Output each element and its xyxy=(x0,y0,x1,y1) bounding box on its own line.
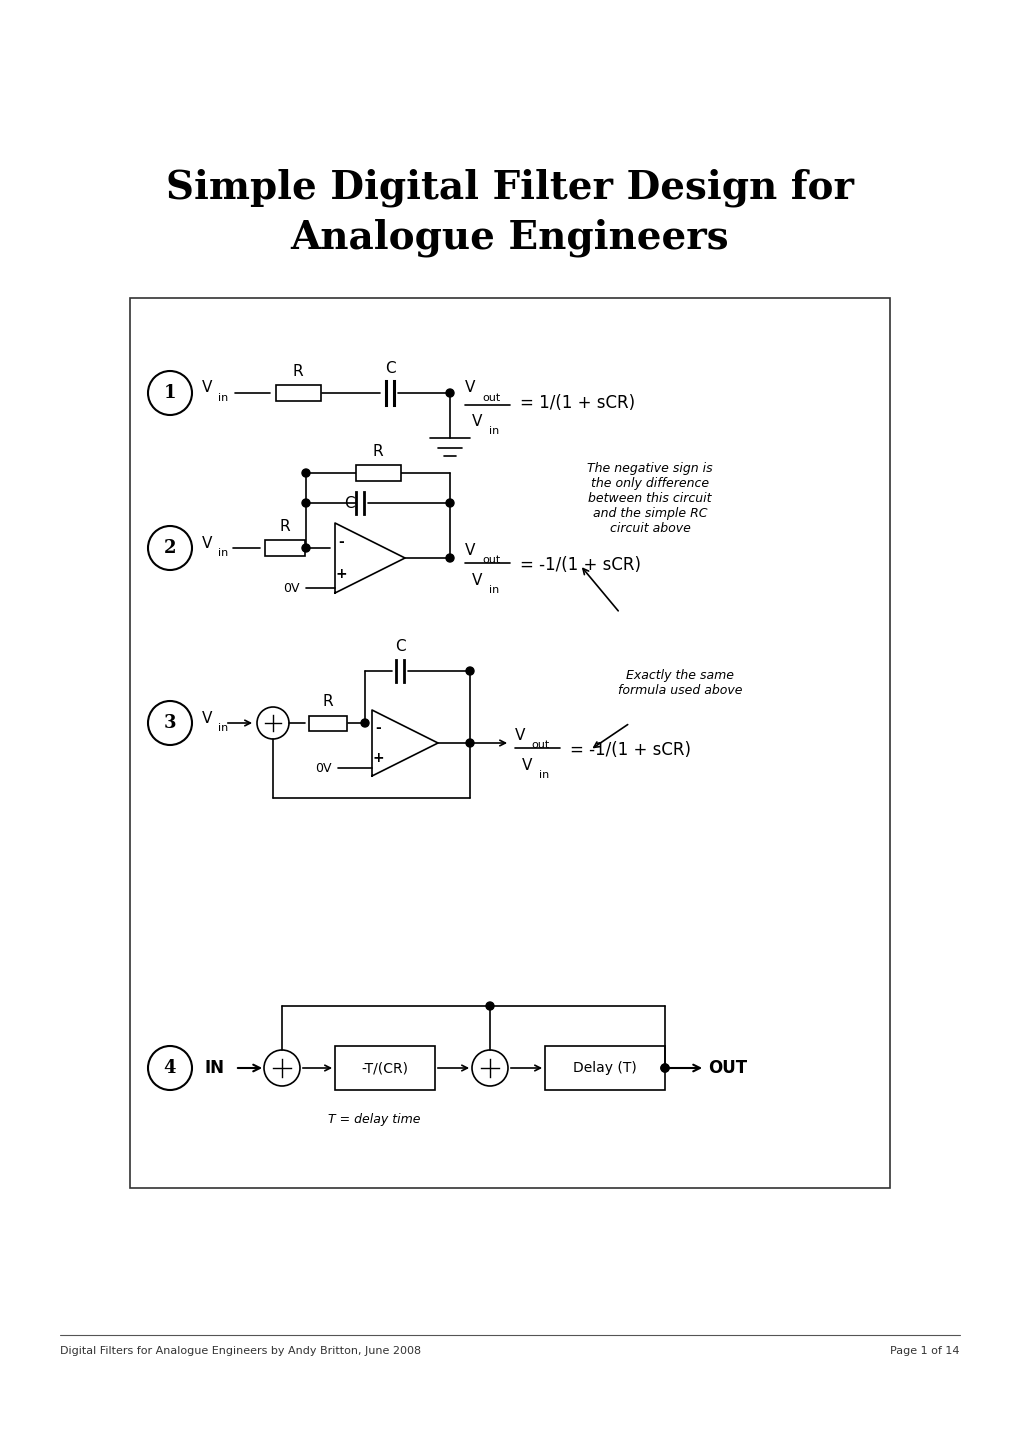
Text: out: out xyxy=(531,740,548,750)
Text: T = delay time: T = delay time xyxy=(328,1114,420,1127)
Text: +: + xyxy=(335,567,346,580)
Circle shape xyxy=(264,1051,300,1087)
Text: = 1/(1 + sCR): = 1/(1 + sCR) xyxy=(520,394,635,413)
Text: -: - xyxy=(337,535,343,550)
Text: 3: 3 xyxy=(164,714,176,732)
Text: 0V: 0V xyxy=(283,582,300,595)
Text: Page 1 of 14: Page 1 of 14 xyxy=(890,1346,959,1356)
Text: V: V xyxy=(202,535,212,550)
Text: IN: IN xyxy=(205,1059,225,1076)
Circle shape xyxy=(472,1051,507,1087)
Circle shape xyxy=(148,701,192,745)
Text: in: in xyxy=(488,426,498,436)
Text: V: V xyxy=(472,414,482,429)
Text: = -1/(1 + sCR): = -1/(1 + sCR) xyxy=(570,742,690,759)
Bar xyxy=(129,299,890,1188)
FancyBboxPatch shape xyxy=(334,1046,434,1089)
Circle shape xyxy=(302,469,310,478)
Circle shape xyxy=(257,707,288,739)
Text: The negative sign is
the only difference
between this circuit
and the simple RC
: The negative sign is the only difference… xyxy=(587,462,712,534)
Circle shape xyxy=(302,499,310,506)
Text: 1: 1 xyxy=(164,384,176,403)
Bar xyxy=(309,716,346,730)
Text: C: C xyxy=(344,495,355,511)
Text: Digital Filters for Analogue Engineers by Andy Britton, June 2008: Digital Filters for Analogue Engineers b… xyxy=(60,1346,421,1356)
Bar xyxy=(275,385,320,401)
Circle shape xyxy=(466,739,474,747)
Text: Exactly the same
formula used above: Exactly the same formula used above xyxy=(618,670,742,697)
Text: R: R xyxy=(279,518,290,534)
Text: V: V xyxy=(465,543,475,557)
Text: out: out xyxy=(482,556,499,566)
Circle shape xyxy=(485,1001,493,1010)
Text: R: R xyxy=(292,364,303,378)
Circle shape xyxy=(466,667,474,675)
Polygon shape xyxy=(372,710,437,776)
Text: Simple Digital Filter Design for: Simple Digital Filter Design for xyxy=(166,169,853,208)
Text: V: V xyxy=(515,727,525,743)
Text: = -1/(1 + sCR): = -1/(1 + sCR) xyxy=(520,556,640,574)
Circle shape xyxy=(148,371,192,416)
Text: -T/(CR): -T/(CR) xyxy=(361,1061,408,1075)
Text: V: V xyxy=(202,381,212,395)
Text: in: in xyxy=(218,548,228,558)
Text: C: C xyxy=(394,638,405,654)
Circle shape xyxy=(148,527,192,570)
Text: V: V xyxy=(202,710,212,726)
Circle shape xyxy=(660,1063,668,1072)
Circle shape xyxy=(148,1046,192,1089)
FancyBboxPatch shape xyxy=(544,1046,664,1089)
Circle shape xyxy=(445,554,453,561)
Circle shape xyxy=(361,719,369,727)
Text: 4: 4 xyxy=(164,1059,176,1076)
Text: in: in xyxy=(218,392,228,403)
Circle shape xyxy=(445,499,453,506)
Circle shape xyxy=(445,390,453,397)
Text: 2: 2 xyxy=(164,540,176,557)
Text: in: in xyxy=(218,723,228,733)
Text: +: + xyxy=(372,750,383,765)
Text: -: - xyxy=(375,722,380,734)
Text: V: V xyxy=(465,381,475,395)
Text: C: C xyxy=(384,361,395,375)
Text: out: out xyxy=(482,392,499,403)
Text: R: R xyxy=(372,443,383,459)
Polygon shape xyxy=(334,522,405,593)
Bar xyxy=(265,540,305,556)
Text: 0V: 0V xyxy=(315,762,331,775)
Text: Analogue Engineers: Analogue Engineers xyxy=(290,219,729,257)
Text: OUT: OUT xyxy=(707,1059,746,1076)
Text: V: V xyxy=(522,758,532,772)
Text: Delay (T): Delay (T) xyxy=(573,1061,636,1075)
Text: in: in xyxy=(488,584,498,595)
Text: V: V xyxy=(472,573,482,587)
Text: in: in xyxy=(538,771,548,781)
Circle shape xyxy=(302,544,310,553)
Circle shape xyxy=(660,1063,668,1072)
Bar xyxy=(356,465,400,481)
Text: R: R xyxy=(322,694,333,709)
